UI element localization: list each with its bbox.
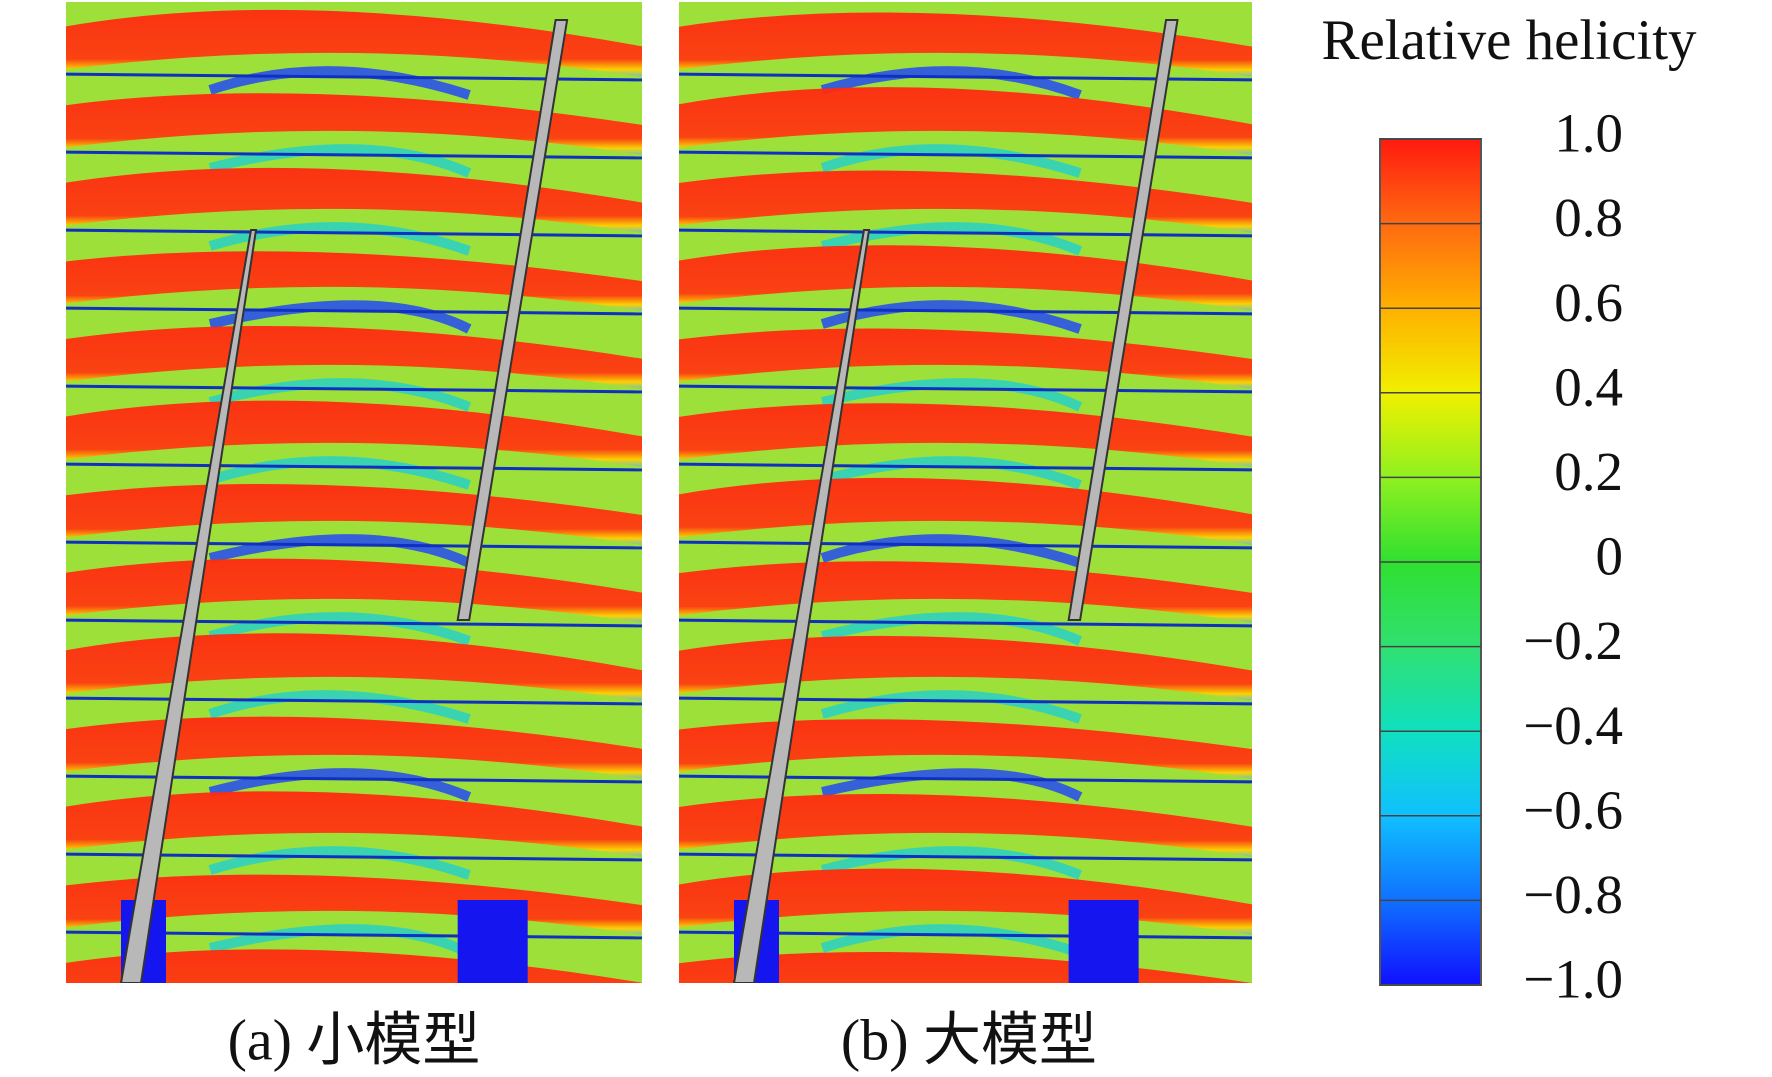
blade-edge — [66, 540, 642, 550]
colorbar-tick-label: 0 — [1596, 526, 1624, 587]
colorbar-tick-label: 0.2 — [1554, 441, 1623, 502]
blade — [1067, 19, 1179, 621]
blade — [119, 229, 258, 983]
contour-band — [821, 768, 1083, 802]
colorbar-tick-label: −0.4 — [1523, 695, 1623, 756]
blue-patch — [457, 900, 528, 983]
contour-band — [679, 170, 1252, 233]
contour-panel-a — [66, 2, 642, 983]
colorbar-ticks: 1.0 0.8 0.6 0.4 0.2 0 −0.2 −0.4 −0.6 −0.8 −1.0 — [1380, 103, 1623, 1010]
contour-band — [679, 328, 1252, 389]
contour-band — [208, 612, 471, 646]
contour-band — [820, 924, 1082, 958]
panel-caption: (b) 大模型 — [841, 1007, 1097, 1072]
contour-band — [208, 66, 471, 100]
contour-band — [679, 12, 1252, 77]
contour-band — [66, 93, 642, 155]
blade-edge — [679, 150, 1252, 160]
contour-band — [821, 612, 1083, 646]
colorbar-tick-label: 0.4 — [1554, 356, 1623, 417]
contour-band — [66, 251, 642, 311]
blade-edge — [679, 462, 1252, 472]
blade-edge — [66, 384, 642, 394]
blue-patch — [1068, 900, 1139, 983]
colorbar-title: Relative helicity — [1321, 9, 1697, 72]
blade-edge — [66, 228, 642, 238]
colorbar-tick-label: 0.6 — [1554, 272, 1623, 333]
contour-band — [66, 558, 642, 623]
contour-band — [208, 846, 471, 880]
contour-band — [66, 716, 642, 779]
blade-edge — [679, 384, 1252, 394]
colorbar-tick-label: −0.2 — [1523, 610, 1623, 671]
blade — [732, 229, 871, 983]
contour-band — [66, 633, 642, 701]
contour-band — [66, 874, 642, 935]
contour-band — [820, 534, 1082, 568]
contour-band — [208, 924, 472, 958]
blade-edge — [679, 306, 1252, 316]
contour-band — [208, 768, 472, 802]
contour-band — [679, 635, 1252, 701]
contour-band — [820, 144, 1082, 178]
contour-band — [208, 378, 472, 412]
contour-band — [820, 690, 1082, 724]
colorbar-tick-label: −0.6 — [1523, 779, 1623, 840]
contour-band — [208, 456, 471, 490]
contour-band — [679, 245, 1252, 311]
blade-edge — [66, 462, 642, 472]
blade-edge — [66, 306, 642, 316]
blade-edge — [679, 228, 1252, 238]
colorbar-tick-label: 1.0 — [1554, 103, 1623, 164]
contour-band — [679, 868, 1252, 935]
contour-band — [208, 222, 471, 256]
blade-edge — [679, 540, 1252, 550]
blade-edge — [679, 696, 1252, 706]
contour-panel-b — [679, 2, 1252, 983]
contour-band — [208, 534, 472, 568]
blade-edge — [66, 618, 642, 628]
blade — [456, 19, 569, 621]
blade-edge — [66, 696, 642, 706]
contour-band — [679, 561, 1252, 623]
contour-band — [679, 719, 1252, 779]
colorbar-tick-label: −0.8 — [1523, 864, 1623, 925]
blade-edge — [679, 774, 1252, 784]
contour-band — [820, 222, 1083, 256]
contour-band — [208, 300, 472, 334]
contour-band — [66, 167, 642, 233]
blade-edge — [66, 150, 642, 160]
contour-band — [820, 846, 1082, 880]
contour-band — [821, 378, 1083, 412]
colorbar-tick-label: −1.0 — [1523, 949, 1623, 1010]
contour-band — [208, 144, 472, 178]
contour-band — [679, 793, 1252, 857]
panel-caption: (a) 小模型 — [228, 1007, 481, 1072]
contour-band — [66, 791, 642, 857]
contour-band — [820, 456, 1082, 490]
contour-band — [820, 66, 1082, 100]
contour-band — [66, 325, 642, 389]
contour-band — [208, 690, 471, 724]
contour-band — [679, 87, 1252, 155]
blade-edge — [66, 774, 642, 784]
colorbar-tick-label: 0.8 — [1554, 187, 1623, 248]
blade-edge — [679, 618, 1252, 628]
contour-band — [66, 9, 642, 77]
